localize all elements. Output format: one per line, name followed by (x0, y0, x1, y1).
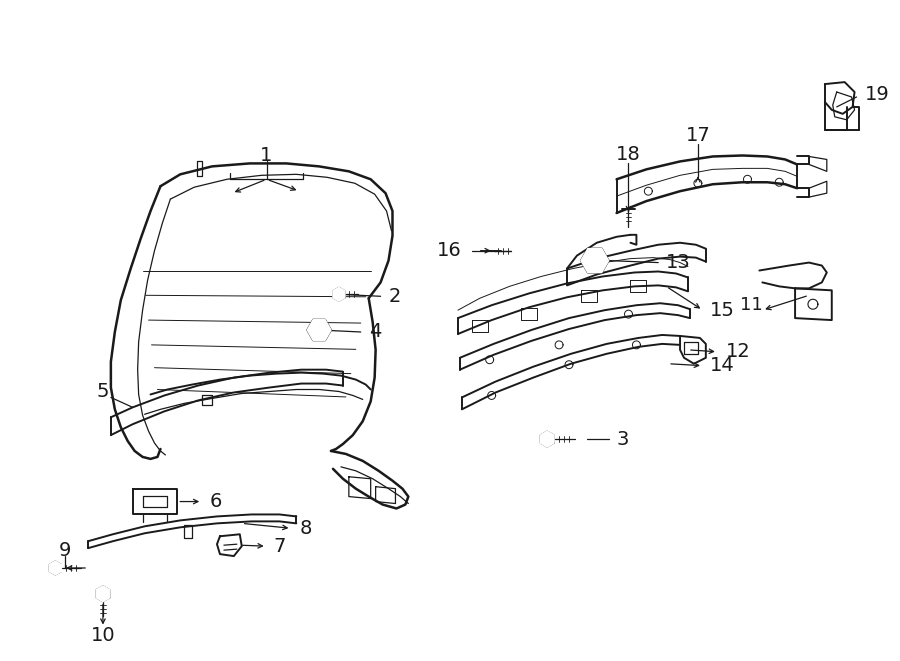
Text: 2: 2 (389, 287, 400, 306)
Text: 12: 12 (725, 342, 751, 362)
Text: 7: 7 (274, 537, 286, 556)
Text: 13: 13 (666, 253, 691, 272)
Text: 16: 16 (437, 241, 462, 260)
Text: 9: 9 (58, 541, 71, 560)
Polygon shape (580, 249, 608, 272)
Polygon shape (540, 431, 554, 447)
Text: 6: 6 (210, 492, 222, 511)
Text: 8: 8 (300, 519, 311, 538)
Polygon shape (50, 561, 61, 575)
Text: 15: 15 (710, 301, 734, 320)
Polygon shape (96, 586, 110, 602)
Text: 3: 3 (616, 430, 629, 449)
Text: 17: 17 (686, 126, 710, 145)
Text: 5: 5 (96, 382, 109, 401)
Text: 14: 14 (710, 356, 734, 375)
Polygon shape (307, 320, 331, 340)
Text: 1: 1 (260, 146, 273, 165)
Text: 18: 18 (616, 145, 641, 164)
Text: 10: 10 (91, 626, 115, 645)
Text: 4: 4 (369, 323, 381, 342)
Text: 11: 11 (740, 296, 762, 314)
Text: 19: 19 (865, 85, 889, 104)
Polygon shape (333, 288, 345, 301)
